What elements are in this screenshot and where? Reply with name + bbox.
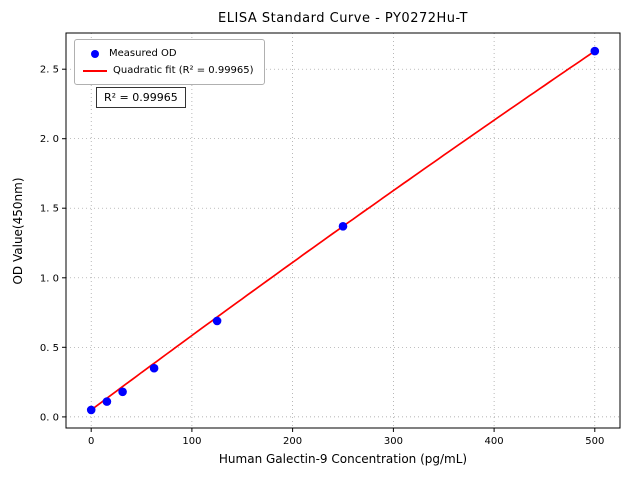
x-tick-label: 200 (283, 436, 302, 447)
r-squared-annotation: R² = 0.99965 (96, 87, 186, 108)
y-tick-label: 2. 5 (40, 65, 59, 76)
legend-item-quadratic-fit: Quadratic fit (R² = 0.99965) (83, 62, 254, 79)
y-tick-label: 0. 0 (40, 412, 59, 423)
y-tick-label: 1. 0 (40, 273, 59, 284)
measured-od-data-point (149, 363, 159, 373)
y-axis-label: OD Value(450nm) (11, 177, 25, 285)
measured-od-data-point (212, 316, 222, 326)
measured-od-data-point (118, 387, 127, 397)
y-tick-label: 2. 0 (40, 134, 59, 145)
y-tick-label: 1. 5 (40, 204, 59, 215)
measured-od-marker-icon (91, 49, 99, 58)
x-axis-label: Human Galectin-9 Concentration (pg/mL) (218, 452, 468, 466)
measured-od-data-point (338, 222, 348, 231)
x-tick-label: 0 (88, 436, 94, 447)
legend: Measured OD Quadratic fit (R² = 0.99965) (74, 39, 265, 85)
x-tick-label: 100 (182, 436, 201, 447)
x-tick-label: 400 (485, 436, 504, 447)
quadratic-fit-marker-icon (83, 69, 107, 72)
y-tick-label: 0. 5 (40, 343, 59, 354)
chart-title: ELISA Standard Curve - PY0272Hu-T (218, 11, 468, 26)
measured-od-data-point (590, 46, 600, 56)
plot-frame (65, 32, 621, 429)
x-tick-label: 300 (384, 436, 403, 447)
legend-item-measured-od: Measured OD (83, 45, 254, 62)
plot-area: 0 100 200 300 400 500 0. 0 0. 5 1. 0 1. 5 2. 0 2. 5… (40, 32, 621, 447)
legend-label-measured-od: Measured OD (109, 48, 177, 59)
measured-od-data-point (102, 397, 112, 406)
x-tick-label: 500 (585, 436, 604, 447)
measured-od-data-point (86, 405, 96, 415)
plot-canvas: 0 100 200 300 400 500 0. 0 0. 5 1. 0 1. 5 2. 0 2. 5 (40, 32, 621, 447)
legend-label-quadratic-fit: Quadratic fit (R² = 0.99965) (113, 65, 254, 76)
